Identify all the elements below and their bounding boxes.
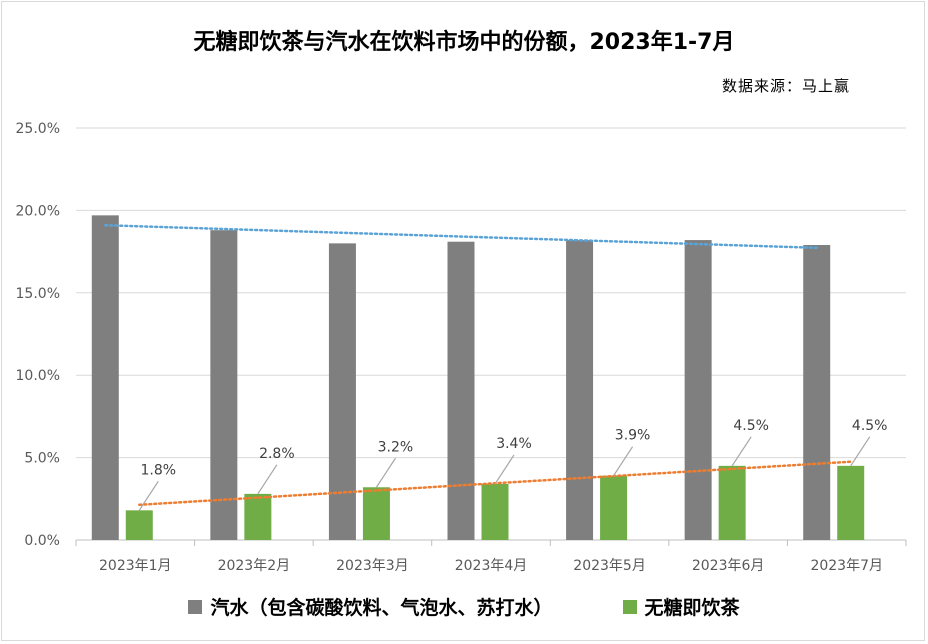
legend-label-tea: 无糖即饮茶 xyxy=(644,597,740,619)
bar-tea xyxy=(362,487,390,540)
bar-soda xyxy=(447,241,475,540)
legend-item-soda: 汽水（包含碳酸饮料、气泡水、苏打水） xyxy=(188,593,553,620)
chart-title: 无糖即饮茶与汽水在饮料市场中的份额，2023年1-7月 xyxy=(193,30,735,55)
y-tick-label: 20.0% xyxy=(16,203,60,219)
bar-tea xyxy=(481,483,509,540)
x-tick-label: 2023年3月 xyxy=(336,558,409,574)
bar-tea xyxy=(125,510,153,540)
legend-item-tea: 无糖即饮茶 xyxy=(622,593,740,620)
x-tick-label: 2023年4月 xyxy=(455,558,528,574)
y-tick-label: 10.0% xyxy=(16,368,60,384)
data-label-leader xyxy=(850,436,871,467)
x-tick-label: 2023年2月 xyxy=(218,558,291,574)
data-source: 数据来源：马上赢 xyxy=(721,77,850,95)
legend-label-soda: 汽水（包含碳酸饮料、气泡水、苏打水） xyxy=(210,597,553,619)
data-label-leader xyxy=(375,457,396,488)
legend-swatch-soda xyxy=(188,599,203,614)
data-label-tea: 3.9% xyxy=(615,428,651,444)
data-label-leader xyxy=(731,436,752,467)
bar-tea xyxy=(837,465,865,540)
data-label-tea: 1.8% xyxy=(140,462,176,478)
bar-tea xyxy=(600,475,628,540)
bar-soda xyxy=(210,230,238,540)
bar-tea xyxy=(718,465,746,540)
data-label-leader xyxy=(494,454,515,485)
y-tick-label: 25.0% xyxy=(16,121,60,137)
data-label-leader xyxy=(138,481,159,511)
bar-soda xyxy=(91,215,119,540)
bar-tea xyxy=(244,493,272,540)
data-label-tea: 4.5% xyxy=(733,418,769,434)
bar-soda xyxy=(684,240,712,540)
legend-swatch-tea xyxy=(622,599,637,614)
x-tick-label: 2023年1月 xyxy=(99,558,172,574)
x-tick-label: 2023年6月 xyxy=(692,558,765,574)
x-tick-label: 2023年5月 xyxy=(573,558,646,574)
y-tick-label: 15.0% xyxy=(16,286,60,302)
bar-soda xyxy=(803,245,831,540)
data-label-tea: 2.8% xyxy=(259,446,295,462)
legend: 汽水（包含碳酸饮料、气泡水、苏打水） 无糖即饮茶 xyxy=(0,593,928,620)
bar-soda xyxy=(328,243,356,541)
data-label-tea: 3.2% xyxy=(378,439,414,455)
y-tick-label: 5.0% xyxy=(24,451,60,467)
data-label-tea: 3.4% xyxy=(496,436,532,452)
y-tick-label: 0.0% xyxy=(24,533,60,549)
x-tick-label: 2023年7月 xyxy=(810,558,883,574)
bar-soda xyxy=(566,240,594,540)
data-label-leader xyxy=(257,464,278,495)
data-label-leader xyxy=(613,446,634,477)
data-label-tea: 4.5% xyxy=(852,418,888,434)
trendline-soda xyxy=(104,223,818,250)
